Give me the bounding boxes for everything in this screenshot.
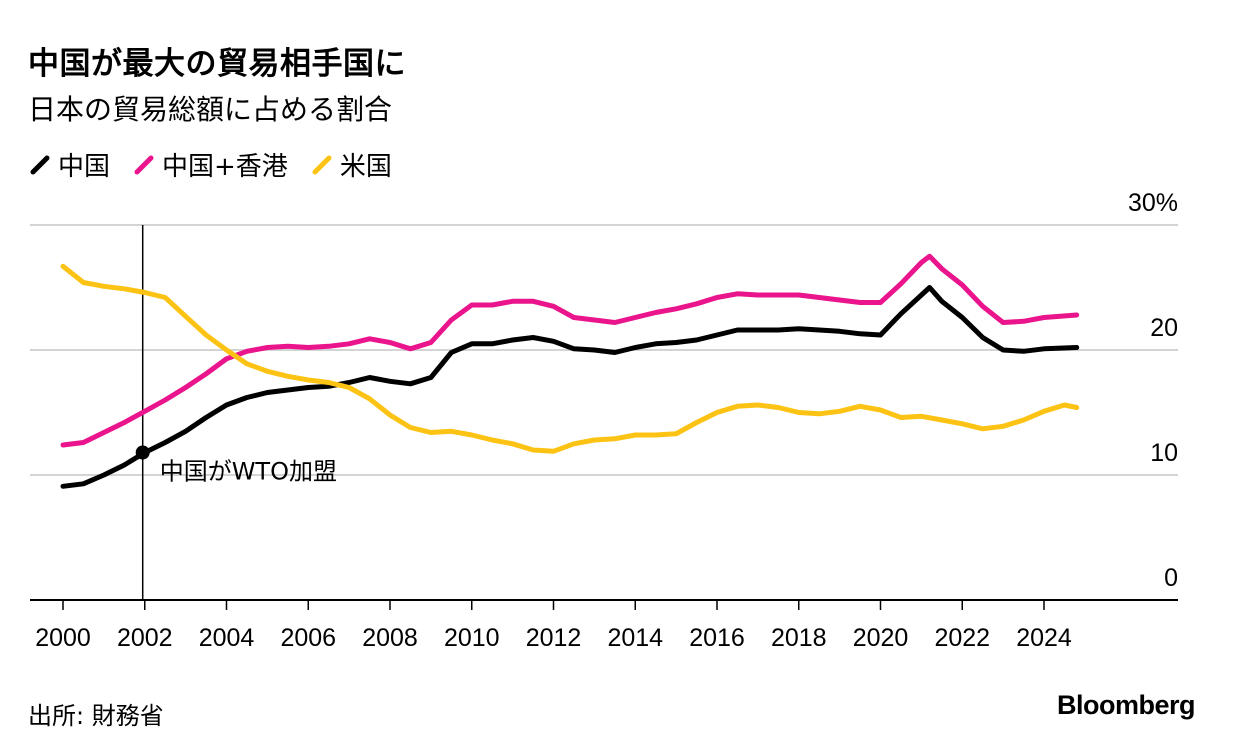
x-tick-label: 2006 bbox=[280, 624, 336, 652]
x-tick-label: 2008 bbox=[362, 624, 418, 652]
legend-item-us: 米国 bbox=[312, 146, 392, 183]
x-tick-label: 2022 bbox=[934, 624, 990, 652]
x-tick-label: 2014 bbox=[607, 624, 663, 652]
y-tick-label: 30% bbox=[1128, 189, 1178, 217]
legend: 中国 中国+香港 米国 bbox=[30, 146, 416, 183]
x-tick-label: 2000 bbox=[35, 624, 91, 652]
x-tick-label: 2018 bbox=[771, 624, 827, 652]
legend-item-china: 中国 bbox=[30, 146, 110, 183]
x-tick-label: 2010 bbox=[444, 624, 500, 652]
source-note: 出所: 財務省 bbox=[28, 702, 164, 730]
legend-swatch-china-hongkong bbox=[134, 155, 154, 174]
chart-subtitle: 日本の貿易総額に占める割合 bbox=[28, 93, 393, 126]
axis-layer: 0 10 20 30% 2000 2002 2004 2006 2008 2010 2012 2014… bbox=[30, 189, 1178, 652]
legend-swatch-us bbox=[312, 155, 332, 174]
x-tick-label: 2020 bbox=[853, 624, 909, 652]
legend-item-china-hongkong: 中国+香港 bbox=[134, 146, 288, 183]
wto-marker-dot bbox=[135, 445, 150, 460]
x-tick-label: 2016 bbox=[689, 624, 745, 652]
wto-annotation-label: 中国がWTO加盟 bbox=[160, 458, 337, 486]
series-layer: 中国がWTO加盟 bbox=[60, 253, 1080, 489]
legend-label-china-hongkong: 中国+香港 bbox=[162, 152, 288, 182]
chart-title: 中国が最大の貿易相手国に bbox=[28, 46, 406, 82]
x-tick-label: 2004 bbox=[199, 624, 255, 652]
legend-swatch-china bbox=[30, 155, 50, 174]
y-tick-label: 20 bbox=[1150, 314, 1178, 342]
series-line-0 bbox=[60, 285, 1080, 489]
x-tick-label: 2012 bbox=[526, 624, 582, 652]
x-tick-label: 2002 bbox=[117, 624, 173, 652]
x-tick-label: 2024 bbox=[1016, 624, 1072, 652]
legend-label-china: 中国 bbox=[58, 152, 111, 182]
y-tick-label: 10 bbox=[1150, 439, 1178, 467]
y-tick-label: 0 bbox=[1164, 564, 1178, 592]
bloomberg-logo: Bloomberg bbox=[1056, 690, 1196, 720]
legend-label-us: 米国 bbox=[339, 152, 392, 182]
series-line-2 bbox=[60, 263, 1080, 454]
